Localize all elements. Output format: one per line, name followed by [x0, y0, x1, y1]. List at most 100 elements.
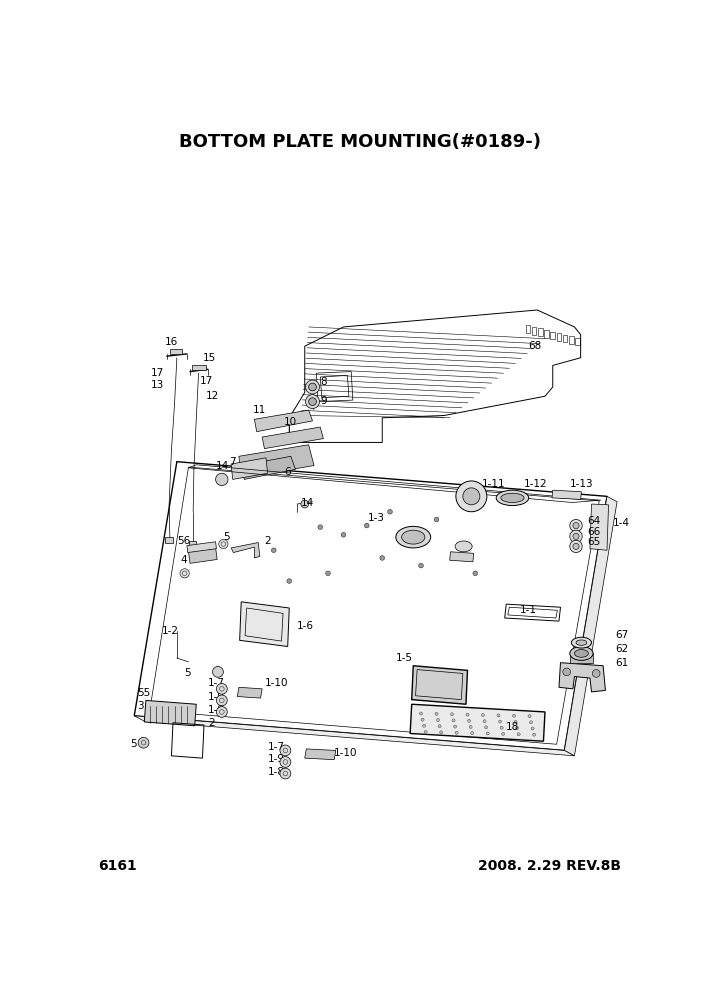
- Text: 5: 5: [180, 569, 187, 580]
- Circle shape: [473, 571, 477, 575]
- Circle shape: [216, 695, 227, 705]
- Bar: [550, 331, 555, 339]
- Circle shape: [420, 712, 423, 715]
- Circle shape: [305, 380, 319, 394]
- Polygon shape: [239, 602, 289, 647]
- Circle shape: [497, 714, 500, 717]
- Circle shape: [326, 571, 331, 575]
- Text: 17: 17: [152, 368, 164, 378]
- Circle shape: [180, 568, 190, 578]
- Circle shape: [573, 544, 579, 550]
- Text: 5: 5: [185, 669, 191, 679]
- Circle shape: [531, 727, 534, 730]
- Text: 1-11: 1-11: [482, 479, 505, 489]
- Text: 67: 67: [615, 630, 628, 640]
- Circle shape: [456, 481, 487, 512]
- Text: 18: 18: [506, 722, 519, 732]
- Text: 1-8: 1-8: [267, 767, 284, 777]
- Text: 1-5: 1-5: [396, 653, 413, 663]
- Text: 66: 66: [587, 527, 600, 537]
- Circle shape: [453, 725, 456, 728]
- Text: 2008. 2.29 REV.8B: 2008. 2.29 REV.8B: [478, 859, 621, 873]
- Text: 1-1: 1-1: [520, 605, 537, 615]
- Circle shape: [309, 383, 317, 391]
- Circle shape: [434, 517, 439, 522]
- Polygon shape: [559, 663, 605, 692]
- Circle shape: [219, 540, 228, 549]
- Circle shape: [570, 520, 582, 532]
- Text: 1-9: 1-9: [208, 691, 225, 701]
- Circle shape: [570, 541, 582, 553]
- Text: 1-4: 1-4: [612, 518, 630, 528]
- Text: 5: 5: [131, 739, 137, 749]
- Text: 55: 55: [138, 687, 151, 697]
- Circle shape: [305, 395, 319, 409]
- Circle shape: [563, 668, 571, 676]
- Circle shape: [470, 731, 474, 735]
- Circle shape: [463, 488, 480, 505]
- Text: 64: 64: [587, 516, 600, 526]
- Bar: [532, 327, 536, 334]
- Circle shape: [435, 712, 438, 715]
- Text: BOTTOM PLATE MOUNTING(#0189-): BOTTOM PLATE MOUNTING(#0189-): [179, 133, 541, 151]
- Circle shape: [138, 737, 149, 748]
- Circle shape: [500, 726, 503, 729]
- Polygon shape: [410, 704, 545, 741]
- Circle shape: [468, 719, 470, 722]
- Polygon shape: [411, 666, 468, 704]
- Ellipse shape: [571, 637, 592, 648]
- Bar: [170, 349, 183, 354]
- Ellipse shape: [496, 490, 529, 506]
- Circle shape: [483, 719, 486, 723]
- Polygon shape: [134, 716, 574, 756]
- Text: 2: 2: [265, 536, 271, 546]
- Ellipse shape: [455, 541, 472, 552]
- Circle shape: [466, 713, 469, 716]
- Circle shape: [533, 733, 536, 736]
- Circle shape: [573, 534, 579, 540]
- Ellipse shape: [576, 640, 587, 646]
- Text: 1-2: 1-2: [161, 626, 178, 636]
- Bar: [544, 330, 549, 337]
- Circle shape: [502, 732, 505, 735]
- Text: 1-6: 1-6: [297, 621, 314, 631]
- Polygon shape: [552, 490, 581, 499]
- Circle shape: [437, 718, 439, 721]
- Polygon shape: [187, 542, 216, 553]
- Bar: [526, 325, 530, 333]
- Text: 7: 7: [229, 456, 235, 466]
- Circle shape: [301, 500, 309, 508]
- Text: 1-7: 1-7: [267, 742, 284, 752]
- Text: 4: 4: [180, 556, 187, 565]
- Polygon shape: [305, 749, 336, 760]
- Bar: [189, 541, 197, 548]
- Text: 12: 12: [206, 391, 219, 401]
- Text: 2: 2: [208, 718, 215, 728]
- Circle shape: [388, 510, 392, 514]
- Circle shape: [451, 712, 453, 716]
- Circle shape: [418, 563, 423, 568]
- Polygon shape: [241, 456, 296, 479]
- Text: 1-10: 1-10: [265, 679, 288, 688]
- Bar: [570, 654, 593, 663]
- Text: 68: 68: [528, 341, 541, 351]
- Circle shape: [216, 473, 228, 485]
- Circle shape: [309, 398, 317, 406]
- Circle shape: [498, 720, 502, 723]
- Circle shape: [213, 667, 223, 678]
- Bar: [563, 334, 567, 342]
- Text: 1-12: 1-12: [524, 479, 548, 489]
- Circle shape: [452, 719, 455, 722]
- Ellipse shape: [501, 493, 524, 503]
- Polygon shape: [231, 458, 267, 479]
- Polygon shape: [239, 444, 314, 478]
- Circle shape: [482, 713, 484, 716]
- Text: 13: 13: [152, 380, 164, 390]
- Circle shape: [573, 523, 579, 529]
- Text: 11: 11: [253, 405, 266, 415]
- Circle shape: [517, 733, 520, 736]
- Bar: [165, 537, 173, 544]
- Bar: [192, 365, 206, 370]
- Circle shape: [216, 683, 227, 694]
- Text: 1-3: 1-3: [369, 513, 385, 523]
